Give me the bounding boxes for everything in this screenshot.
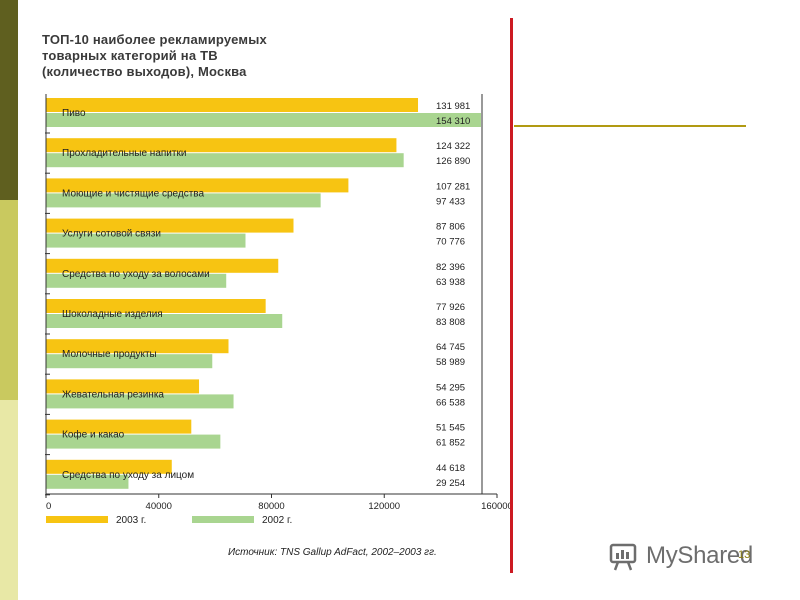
slide-number: 13 bbox=[738, 549, 751, 561]
bar-2003 bbox=[46, 98, 419, 112]
data-label-2003: 64 745 bbox=[436, 342, 465, 353]
category-label: Кофе и какао bbox=[62, 429, 125, 441]
source-note: Источник: TNS Gallup AdFact, 2002–2003 г… bbox=[228, 547, 437, 558]
bar-2003 bbox=[46, 218, 294, 233]
legend-label-2003: 2003 г. bbox=[116, 515, 146, 526]
chart-title: ТОП-10 наиболее рекламируемых товарных к… bbox=[42, 32, 267, 79]
category-label: Шоколадные изделия bbox=[62, 309, 163, 320]
x-tick-label: 40000 bbox=[146, 501, 172, 512]
bar-2003 bbox=[46, 339, 229, 354]
data-label-2002: 58 989 bbox=[436, 357, 465, 368]
bar-2002 bbox=[46, 233, 246, 248]
data-label-2003: 77 926 bbox=[436, 302, 465, 313]
x-tick-label: 120000 bbox=[368, 501, 400, 512]
category-label: Средства по уходу за лицом bbox=[62, 470, 194, 481]
bar-2003 bbox=[46, 258, 279, 273]
legend-swatch-2002 bbox=[192, 516, 254, 523]
bar-2003 bbox=[46, 138, 397, 153]
left-stripe-dark bbox=[0, 0, 18, 200]
category-label: Услуги сотовой связи bbox=[62, 229, 161, 240]
left-stripe-mid bbox=[0, 200, 18, 400]
data-label-2002: 29 254 bbox=[436, 478, 465, 489]
bar-2002 bbox=[46, 354, 213, 369]
chart-panel: ТОП-10 наиболее рекламируемых товарных к… bbox=[38, 18, 513, 573]
data-label-2002: 66 538 bbox=[436, 397, 465, 408]
watermark-logo: MyShared bbox=[608, 538, 768, 574]
bar-2002 bbox=[46, 314, 283, 328]
bar-2002 bbox=[46, 193, 321, 208]
data-label-2003: 131 981 bbox=[436, 101, 470, 112]
data-label-2003: 87 806 bbox=[436, 222, 465, 233]
left-stripe-light bbox=[0, 400, 18, 600]
presentation-board-icon bbox=[609, 543, 637, 571]
bar-2003 bbox=[46, 299, 266, 313]
legend-label-2002: 2002 г. bbox=[262, 515, 292, 526]
category-label: Молочные продукты bbox=[62, 349, 157, 360]
data-label-2003: 54 295 bbox=[436, 382, 465, 393]
bar-2003 bbox=[46, 459, 172, 474]
data-label-2003: 44 618 bbox=[436, 463, 465, 474]
bar-2002 bbox=[46, 153, 404, 168]
watermark-text: MyShared bbox=[646, 542, 753, 569]
decorative-rule bbox=[514, 125, 746, 127]
bar-2003 bbox=[46, 379, 200, 394]
data-label-2003: 124 322 bbox=[436, 141, 470, 152]
data-label-2003: 107 281 bbox=[436, 181, 470, 192]
data-label-2003: 51 545 bbox=[436, 423, 465, 434]
category-label: Пиво bbox=[62, 108, 86, 119]
data-label-2002: 154 310 bbox=[436, 116, 470, 127]
category-label: Прохладительные напитки bbox=[62, 148, 186, 159]
data-label-2002: 63 938 bbox=[436, 277, 465, 288]
bar-2002 bbox=[46, 474, 129, 489]
data-label-2002: 83 808 bbox=[436, 317, 465, 328]
data-label-2003: 82 396 bbox=[436, 262, 465, 273]
data-label-2002: 97 433 bbox=[436, 196, 465, 207]
x-tick-label: 160000 bbox=[481, 501, 510, 512]
data-label-2002: 70 776 bbox=[436, 237, 465, 248]
bar-2003 bbox=[46, 178, 349, 193]
bar-2003 bbox=[46, 419, 192, 434]
x-tick-label: 0 bbox=[46, 501, 51, 512]
x-tick-label: 80000 bbox=[258, 501, 284, 512]
legend-swatch-2003 bbox=[46, 516, 108, 523]
bar-2002 bbox=[46, 113, 481, 127]
bar-2002 bbox=[46, 273, 227, 288]
bar-2002 bbox=[46, 394, 234, 409]
data-label-2002: 61 852 bbox=[436, 438, 465, 449]
bar-chart: 131 981 154 310 Пиво 124 322 126 890 Прохлади… bbox=[45, 94, 510, 526]
category-label: Средства по уходу за волосами bbox=[62, 269, 210, 280]
bar-2002 bbox=[46, 434, 221, 449]
category-label: Жевательная резинка bbox=[62, 389, 164, 400]
category-label: Моющие и чистящие средства bbox=[62, 188, 204, 199]
data-label-2002: 126 890 bbox=[436, 156, 470, 167]
